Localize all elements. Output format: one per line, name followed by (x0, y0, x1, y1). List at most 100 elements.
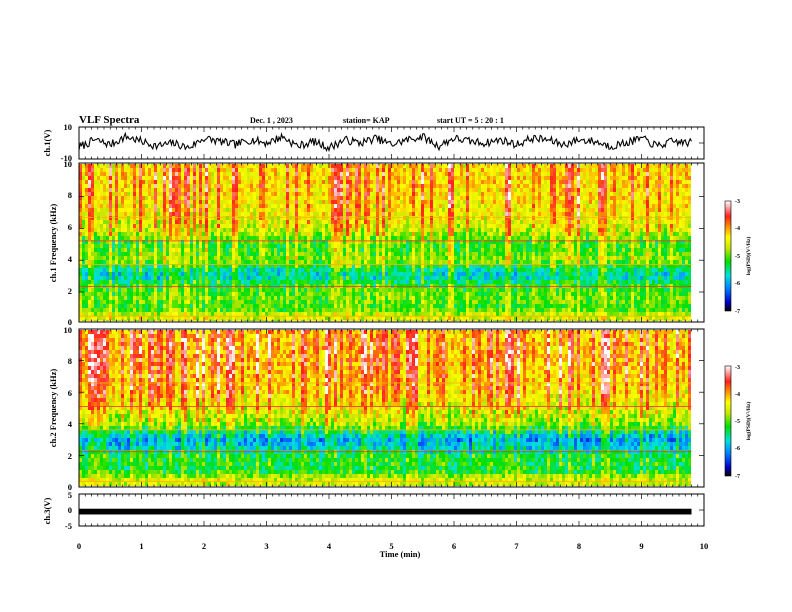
spectrogram-cell (442, 248, 445, 252)
spectrogram-cell (178, 176, 181, 180)
spectrogram-cell (361, 172, 364, 176)
spectrogram-cell (454, 184, 457, 188)
spectrogram-cell (400, 192, 403, 196)
spectrogram-cell (310, 216, 313, 220)
spectrogram-cell (583, 240, 586, 244)
spectrogram-cell (187, 212, 190, 216)
spectrogram-cell (439, 172, 442, 176)
spectrogram-cell (643, 216, 646, 220)
spectrogram-cell (580, 196, 583, 200)
spectrogram-cell (346, 236, 349, 240)
spectrogram-cell (319, 184, 322, 188)
spectrogram-cell (358, 188, 361, 192)
spectrogram-cell (130, 192, 133, 196)
spectrogram-cell (127, 188, 130, 192)
spectrogram-cell (142, 236, 145, 240)
spectrogram-cell (298, 176, 301, 180)
spectrogram-cell (427, 184, 430, 188)
spectrogram-cell (523, 180, 526, 184)
spectrogram-cell (214, 180, 217, 184)
spectrogram-cell (190, 252, 193, 256)
spectrogram-cell (325, 252, 328, 256)
spectrogram-cell (667, 196, 670, 200)
spectrogram-cell (112, 192, 115, 196)
spectrogram-cell (637, 228, 640, 232)
spectrogram-cell (517, 192, 520, 196)
spectrogram-cell (166, 212, 169, 216)
spectrogram-cell (472, 236, 475, 240)
spectrogram-cell (610, 240, 613, 244)
spectrogram-cell (343, 168, 346, 172)
spectrogram-cell (322, 224, 325, 228)
spectrogram-cell (544, 248, 547, 252)
spectrogram-cell (553, 176, 556, 180)
spectrogram-cell (277, 248, 280, 252)
spectrogram-cell (628, 192, 631, 196)
spectrogram-cell (610, 244, 613, 248)
spectrogram-cell (289, 200, 292, 204)
spectrogram-cell (118, 220, 121, 224)
spectrogram-cell (574, 220, 577, 224)
spectrogram-cell (649, 208, 652, 212)
spectrogram-cell (535, 216, 538, 220)
spectrogram-cell (673, 196, 676, 200)
spectrogram-cell (169, 240, 172, 244)
spectrogram-cell (322, 208, 325, 212)
spectrogram-cell (304, 216, 307, 220)
spectrogram-cell (370, 228, 373, 232)
spectrogram-cell (514, 192, 517, 196)
spectrogram-cell (280, 212, 283, 216)
spectrogram-cell (436, 184, 439, 188)
spectrogram-cell (529, 248, 532, 252)
spectrogram-cell (475, 248, 478, 252)
spectrogram-cell (103, 196, 106, 200)
spectrogram-cell (643, 224, 646, 228)
spectrogram-cell (274, 176, 277, 180)
spectrogram-cell (547, 200, 550, 204)
spectrogram-cell (250, 180, 253, 184)
ch1-ytick-bottom: -10 (61, 153, 72, 163)
spectrogram-cell (325, 216, 328, 220)
spectrogram-cell (238, 204, 241, 208)
spectrogram-cell (343, 204, 346, 208)
spectrogram-cell (619, 172, 622, 176)
spectrogram-cell (328, 220, 331, 224)
spectrogram-cell (247, 176, 250, 180)
spectrogram-cell (136, 176, 139, 180)
spectrogram-cell (643, 192, 646, 196)
spectrogram-cell (412, 232, 415, 236)
spectrogram-cell (136, 208, 139, 212)
spectrogram-cell (208, 208, 211, 212)
spectrogram-cell (250, 196, 253, 200)
spectrogram-cell (226, 240, 229, 244)
spectrogram-cell (214, 188, 217, 192)
spectrogram-cell (601, 176, 604, 180)
spectrogram-cell (529, 188, 532, 192)
spectrogram-cell (451, 200, 454, 204)
spectrogram-cell (214, 240, 217, 244)
spectrogram-cell (547, 188, 550, 192)
spectrogram-cell (643, 196, 646, 200)
spectrogram-cell (208, 248, 211, 252)
spectrogram-cell (169, 204, 172, 208)
spectrogram-cell (655, 244, 658, 248)
spectrogram-cell (406, 208, 409, 212)
spectrogram-cell (241, 180, 244, 184)
spectrogram-cell (598, 232, 601, 236)
spectrogram-cell (226, 188, 229, 192)
spectrogram-cell (433, 164, 436, 168)
spectrogram-cell (406, 240, 409, 244)
spectrogram-cell (97, 172, 100, 176)
spectrogram-cell (172, 204, 175, 208)
spectrogram-cell (445, 176, 448, 180)
spectrogram-cell (421, 232, 424, 236)
spectrogram-cell (538, 208, 541, 212)
spectrogram-cell (676, 220, 679, 224)
spectrogram-cell (379, 180, 382, 184)
spectrogram-cell (124, 248, 127, 252)
spectrogram-cell (184, 168, 187, 172)
spectrogram-cell (337, 192, 340, 196)
spectrogram-cell (658, 172, 661, 176)
spectrogram-cell (157, 216, 160, 220)
spectrogram-cell (625, 184, 628, 188)
